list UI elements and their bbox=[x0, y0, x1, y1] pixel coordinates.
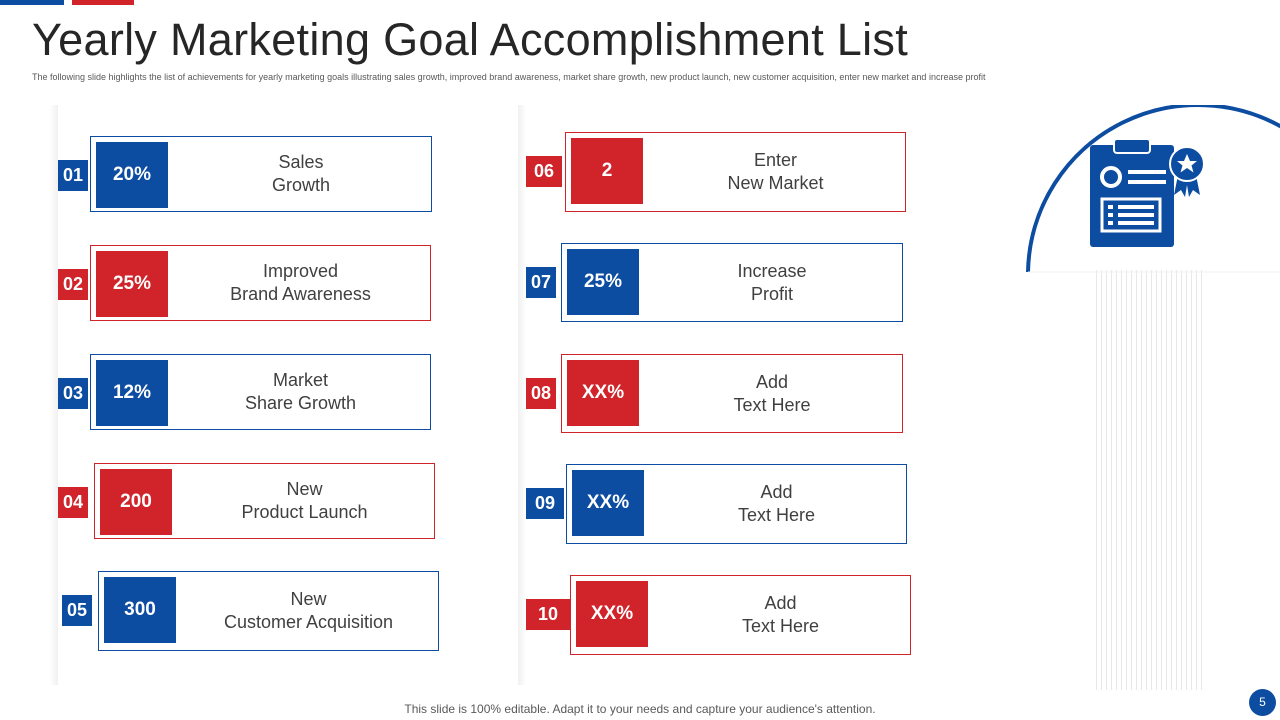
goal-label: Market Share Growth bbox=[244, 370, 357, 413]
goal-card: 20% Sales Growth bbox=[90, 136, 432, 212]
goal-card: 200 New Product Launch bbox=[94, 463, 435, 539]
goal-label: Improved Brand Awareness bbox=[230, 261, 371, 304]
item-number: 09 bbox=[526, 488, 564, 519]
goal-value: 25% bbox=[567, 249, 639, 315]
goal-label: Sales Growth bbox=[271, 152, 331, 195]
goal-card: XX% Add Text Here bbox=[561, 354, 903, 433]
item-number: 04 bbox=[58, 487, 88, 518]
item-number: 02 bbox=[58, 269, 88, 300]
column-shadow-middle bbox=[518, 105, 526, 685]
goal-label: Increase Profit bbox=[737, 260, 807, 304]
page-title: Yearly Marketing Goal Accomplishment Lis… bbox=[32, 14, 909, 65]
footer-note: This slide is 100% editable. Adapt it to… bbox=[404, 702, 876, 716]
item-number: 05 bbox=[62, 595, 92, 626]
page-subtitle: The following slide highlights the list … bbox=[32, 72, 986, 82]
goal-label: Add Text Here bbox=[733, 371, 811, 415]
goal-value: 200 bbox=[100, 469, 172, 535]
clipboard-award-icon bbox=[1090, 138, 1205, 247]
item-number: 07 bbox=[526, 267, 556, 298]
goal-card: 12% Market Share Growth bbox=[90, 354, 431, 430]
item-number: 10 bbox=[526, 599, 570, 630]
goal-card: 300 New Customer Acquisition bbox=[98, 571, 439, 651]
goal-value: XX% bbox=[576, 581, 648, 647]
item-number: 08 bbox=[526, 378, 556, 409]
goal-card: 25% Increase Profit bbox=[561, 243, 903, 322]
page-number-badge: 5 bbox=[1249, 689, 1276, 716]
goal-card: 25% Improved Brand Awareness bbox=[90, 245, 431, 321]
goal-label: New Product Launch bbox=[241, 479, 368, 522]
item-number: 06 bbox=[526, 156, 562, 187]
arc-outline bbox=[1026, 105, 1280, 273]
goal-value: 300 bbox=[104, 577, 176, 643]
item-number: 03 bbox=[58, 378, 88, 409]
goal-label: Enter New Market bbox=[727, 150, 824, 193]
goal-label: New Customer Acquisition bbox=[223, 589, 394, 632]
goal-value: 25% bbox=[96, 251, 168, 317]
goal-label: Add Text Here bbox=[741, 593, 820, 636]
goal-card: XX% Add Text Here bbox=[566, 464, 907, 544]
item-number: 01 bbox=[58, 160, 88, 191]
goal-card: XX% Add Text Here bbox=[570, 575, 911, 655]
goal-value: XX% bbox=[572, 470, 644, 536]
goal-value: 20% bbox=[96, 142, 168, 208]
top-accent-blue bbox=[0, 0, 64, 5]
goal-value: 2 bbox=[571, 138, 643, 204]
goal-label: Add Text Here bbox=[737, 482, 816, 525]
column-shadow-left bbox=[50, 105, 58, 685]
decorative-stripes bbox=[1096, 270, 1206, 690]
top-accent-red bbox=[72, 0, 134, 5]
goal-card: 2 Enter New Market bbox=[565, 132, 906, 212]
goal-value: 12% bbox=[96, 360, 168, 426]
goal-value: XX% bbox=[567, 360, 639, 426]
icon-decoration bbox=[1020, 105, 1280, 695]
